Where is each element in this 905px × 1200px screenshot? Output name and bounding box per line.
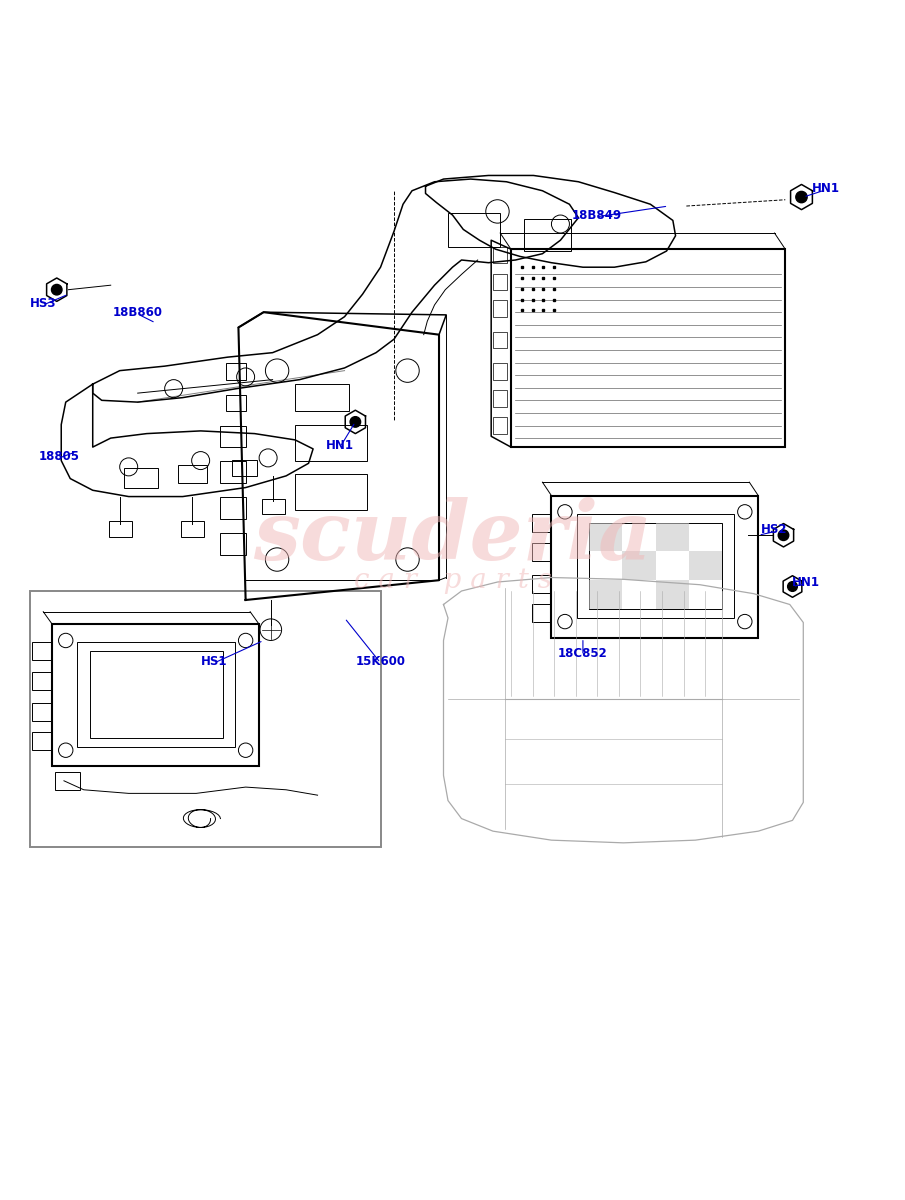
Bar [576,514,734,618]
Bar [221,498,245,520]
Circle shape [778,530,789,540]
Bar [124,468,158,487]
Bar [589,581,623,608]
Bar [448,214,500,247]
Bar [623,552,656,581]
Bar [52,624,259,767]
Bar [531,514,551,532]
Bar [689,552,722,581]
Bar [33,732,52,750]
Text: HN1: HN1 [792,576,820,588]
Text: scuderia: scuderia [252,497,653,577]
Circle shape [795,191,807,203]
Text: 18805: 18805 [39,450,80,462]
Circle shape [350,416,360,427]
Text: HN1: HN1 [812,181,840,194]
Circle shape [52,284,62,295]
Bar [233,460,257,476]
Bar [78,642,234,746]
Text: HS3: HS3 [30,296,56,310]
Bar [525,218,571,251]
Bar [531,575,551,593]
Bar [531,544,551,562]
Bar [295,474,367,510]
Bar [589,523,722,608]
Bar [109,521,132,538]
Text: c a r   p a r t s: c a r p a r t s [354,566,551,594]
Bar [181,521,205,538]
Text: HS2: HS2 [761,523,787,536]
Bar [493,390,508,407]
Bar [493,274,508,289]
Text: 18B860: 18B860 [113,306,163,319]
Bar [221,534,245,556]
Text: 18B849: 18B849 [571,209,622,222]
Bar [511,250,786,448]
Bar [226,395,245,412]
Bar [493,332,508,348]
Bar [33,642,52,660]
Bar [33,672,52,690]
Bar [55,772,81,790]
Bar [295,425,367,461]
Text: HN1: HN1 [326,439,354,451]
Bar [30,592,380,847]
Bar [493,246,508,263]
Bar [656,523,689,552]
Text: HS1: HS1 [201,655,227,667]
Bar [221,462,245,484]
Bar [493,364,508,379]
Bar [531,604,551,622]
Bar [90,652,224,738]
Bar [656,581,689,608]
Bar [221,426,245,448]
Circle shape [787,582,797,592]
Bar [493,300,508,317]
Bar [551,496,758,637]
Bar [226,364,245,379]
Text: 18C852: 18C852 [558,648,608,660]
Bar [262,499,285,514]
Bar [589,523,623,552]
Bar [33,703,52,721]
Bar [178,466,207,484]
Text: 15K600: 15K600 [356,655,405,667]
Bar [295,384,349,412]
Bar [493,418,508,433]
